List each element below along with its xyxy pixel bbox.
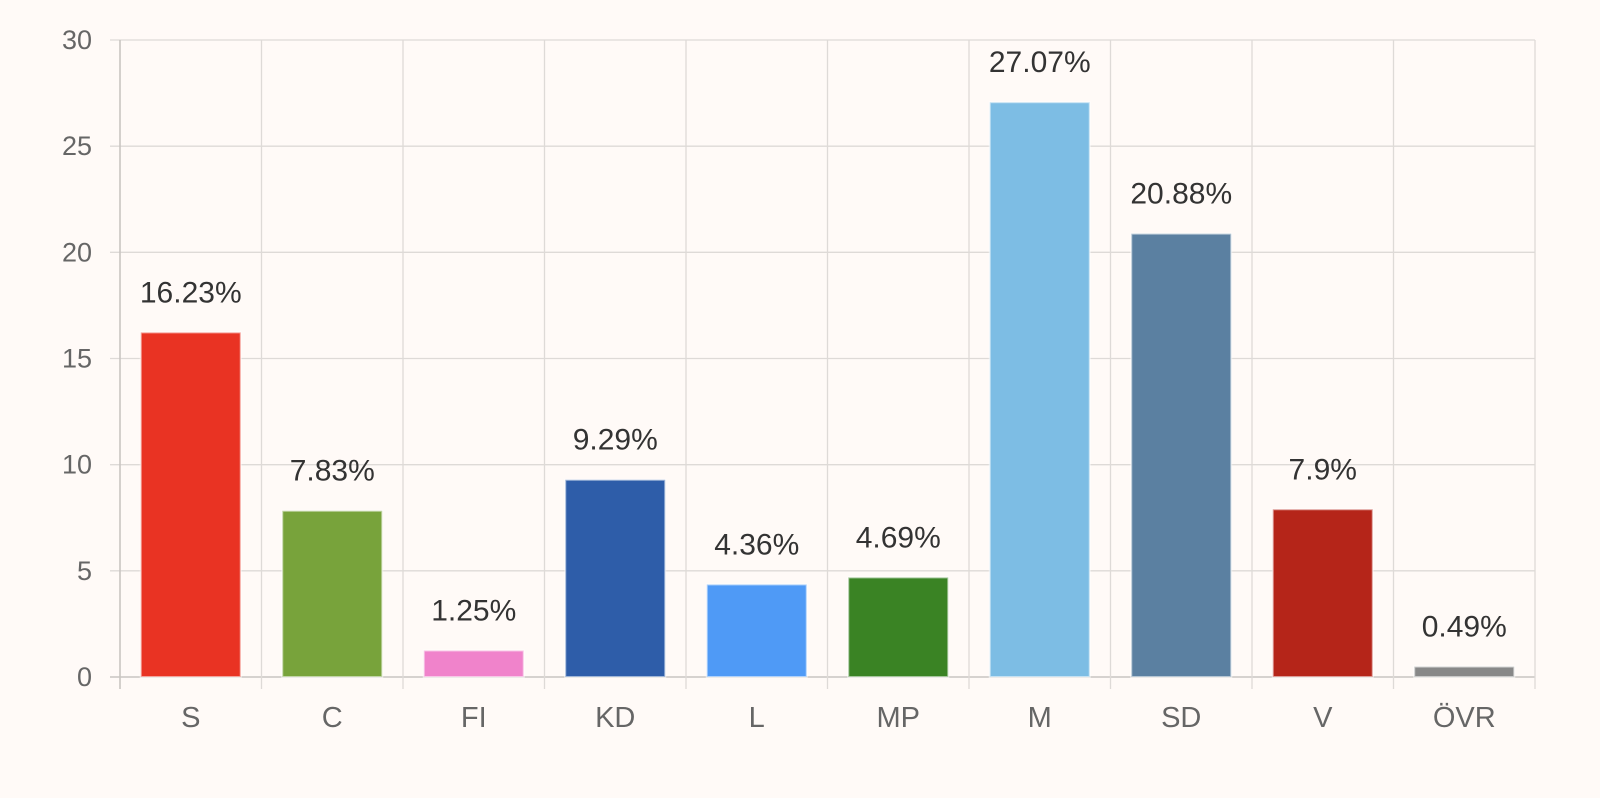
data-label-övr: 0.49% <box>1422 611 1507 644</box>
bar-v[interactable] <box>1271 508 1374 678</box>
labels: 0 5 10 15 20 25 30 16.23% S 7.83% C 1.25% FI 9.29% KD 4… <box>62 25 1507 734</box>
x-tick-label: L <box>749 702 765 734</box>
data-label-l: 4.36% <box>714 528 799 561</box>
bar-fi[interactable] <box>422 649 525 678</box>
grid <box>110 39 1536 689</box>
data-label-kd: 9.29% <box>573 424 658 457</box>
bar-kd[interactable] <box>564 478 667 678</box>
bar-c[interactable] <box>281 509 384 679</box>
x-tick-label: ÖVR <box>1433 702 1496 734</box>
y-tick-label: 0 <box>77 662 92 692</box>
bars <box>139 101 1516 679</box>
bar-övr[interactable] <box>1413 665 1516 678</box>
bar-m[interactable] <box>988 101 1091 678</box>
y-tick-label: 5 <box>77 556 92 586</box>
y-tick-label: 30 <box>62 25 92 55</box>
x-tick-label: KD <box>595 702 635 734</box>
x-tick-label: SD <box>1161 702 1201 734</box>
bar-l[interactable] <box>705 583 808 678</box>
y-tick-label: 25 <box>62 131 92 161</box>
data-label-sd: 20.88% <box>1130 178 1232 211</box>
data-label-s: 16.23% <box>140 276 242 309</box>
bar-sd[interactable] <box>1130 232 1233 678</box>
y-tick-label: 10 <box>62 450 92 480</box>
data-label-c: 7.83% <box>290 455 375 488</box>
x-tick-label: M <box>1028 702 1052 734</box>
x-tick-label: S <box>181 702 200 734</box>
x-tick-label: FI <box>461 702 487 734</box>
bar-mp[interactable] <box>847 576 950 678</box>
data-label-fi: 1.25% <box>431 594 516 627</box>
x-tick-label: C <box>322 702 343 734</box>
x-tick-label: V <box>1313 702 1333 734</box>
data-label-mp: 4.69% <box>856 521 941 554</box>
x-tick-label: MP <box>877 702 921 734</box>
y-tick-label: 20 <box>62 237 92 267</box>
data-label-m: 27.07% <box>989 46 1091 79</box>
y-tick-label: 15 <box>62 344 92 374</box>
bar-s[interactable] <box>139 331 242 678</box>
data-label-v: 7.9% <box>1289 453 1357 486</box>
